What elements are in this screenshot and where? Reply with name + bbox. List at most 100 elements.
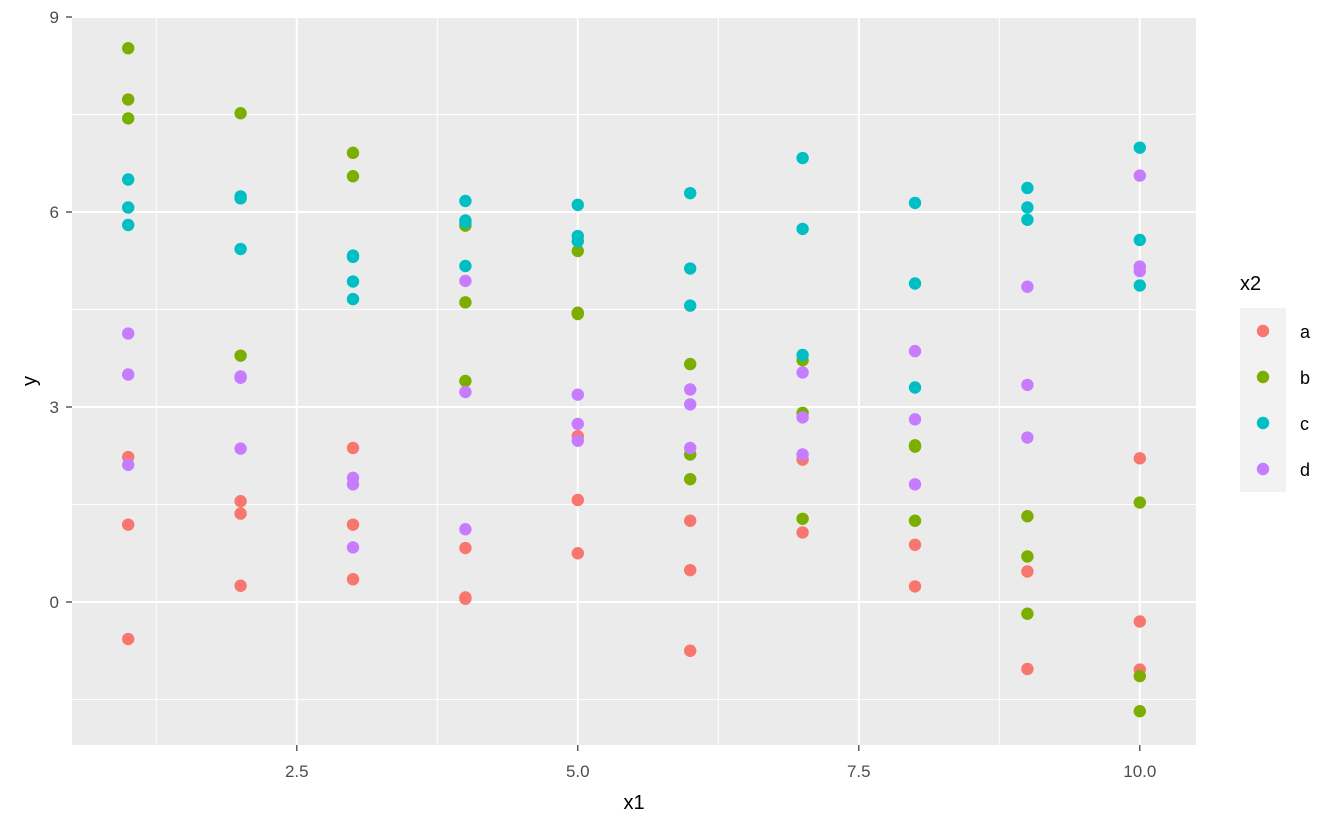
point-d — [1021, 378, 1034, 392]
data-points — [122, 42, 1147, 718]
point-d — [571, 388, 584, 401]
point-d — [1133, 169, 1147, 182]
point-a — [346, 573, 360, 586]
point-d — [234, 371, 247, 384]
point-d — [796, 411, 809, 424]
axes: 2.5 5.0 7.5 10.0 0 3 6 9 — [50, 8, 1157, 781]
point-a — [571, 547, 584, 560]
x-tick-label: 10.0 — [1123, 762, 1156, 781]
legend-swatch-d — [1256, 462, 1270, 476]
point-a — [684, 644, 697, 657]
point-c — [346, 275, 360, 288]
point-c — [459, 194, 472, 208]
point-d — [684, 383, 697, 396]
point-c — [346, 250, 360, 264]
point-c — [1021, 213, 1034, 226]
point-d — [346, 478, 360, 491]
y-tick-label: 9 — [50, 8, 59, 27]
point-d — [234, 442, 247, 455]
point-b — [459, 296, 472, 309]
point-d — [122, 368, 135, 381]
point-b — [459, 374, 472, 388]
point-d — [122, 327, 135, 340]
point-c — [122, 201, 135, 214]
legend-swatch-a — [1256, 324, 1270, 338]
point-b — [571, 244, 584, 258]
x-axis-title: x1 — [623, 792, 644, 814]
point-d — [908, 478, 922, 491]
legend-swatch-b — [1256, 370, 1270, 384]
point-c — [908, 381, 922, 394]
point-d — [796, 448, 809, 461]
point-a — [571, 493, 584, 507]
point-c — [459, 216, 472, 229]
legend-label-b: b — [1300, 368, 1310, 388]
point-c — [1133, 233, 1147, 247]
point-c — [684, 262, 697, 275]
legend-label-d: d — [1300, 460, 1310, 480]
point-c — [684, 186, 697, 200]
x-tick-label: 7.5 — [847, 762, 871, 781]
point-b — [346, 146, 360, 160]
point-b — [684, 357, 697, 371]
point-a — [346, 518, 360, 531]
point-b — [1021, 607, 1034, 620]
legend-swatch-c — [1256, 416, 1270, 430]
point-a — [459, 592, 472, 605]
point-b — [346, 170, 360, 183]
point-b — [122, 93, 135, 106]
point-a — [346, 441, 360, 455]
point-d — [1021, 431, 1034, 444]
point-d — [459, 274, 472, 288]
point-d — [122, 458, 135, 472]
y-tick-label: 6 — [50, 203, 59, 222]
point-a — [908, 580, 922, 593]
point-a — [684, 514, 697, 527]
point-b — [122, 42, 135, 55]
point-d — [571, 434, 584, 447]
point-b — [122, 112, 135, 125]
point-b — [1133, 705, 1147, 718]
point-c — [796, 222, 809, 236]
grid-lines — [72, 16, 1196, 745]
point-d — [796, 366, 809, 379]
point-c — [346, 292, 360, 306]
point-d — [1133, 264, 1147, 278]
point-c — [1021, 201, 1034, 214]
y-tick-label: 0 — [50, 593, 59, 612]
point-b — [571, 307, 584, 321]
point-d — [459, 523, 472, 536]
y-tick-label: 3 — [50, 398, 59, 417]
point-a — [1021, 565, 1034, 578]
point-d — [1021, 280, 1034, 293]
point-b — [1133, 669, 1147, 683]
point-b — [796, 512, 809, 525]
point-d — [346, 541, 360, 554]
point-b — [1133, 496, 1147, 509]
x-tick-label: 5.0 — [566, 762, 590, 781]
point-a — [908, 538, 922, 551]
legend-label-c: c — [1300, 414, 1309, 434]
point-a — [1133, 452, 1147, 465]
point-a — [796, 526, 809, 539]
plot-panel — [72, 17, 1196, 745]
point-d — [571, 417, 584, 431]
point-d — [459, 385, 472, 399]
point-d — [908, 344, 922, 358]
point-d — [684, 398, 697, 411]
point-c — [122, 218, 135, 232]
point-c — [571, 235, 584, 248]
panel-background — [72, 17, 1196, 745]
point-b — [684, 472, 697, 486]
point-a — [234, 579, 247, 592]
point-a — [234, 495, 247, 508]
point-a — [234, 507, 247, 520]
point-c — [796, 348, 809, 362]
point-b — [234, 107, 247, 120]
point-a — [684, 563, 697, 577]
legend-title: x2 — [1240, 273, 1261, 295]
point-d — [684, 441, 697, 455]
point-b — [234, 349, 247, 362]
point-c — [1133, 279, 1147, 292]
point-c — [684, 299, 697, 312]
